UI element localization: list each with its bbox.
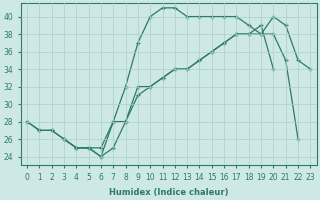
X-axis label: Humidex (Indice chaleur): Humidex (Indice chaleur) — [109, 188, 228, 197]
